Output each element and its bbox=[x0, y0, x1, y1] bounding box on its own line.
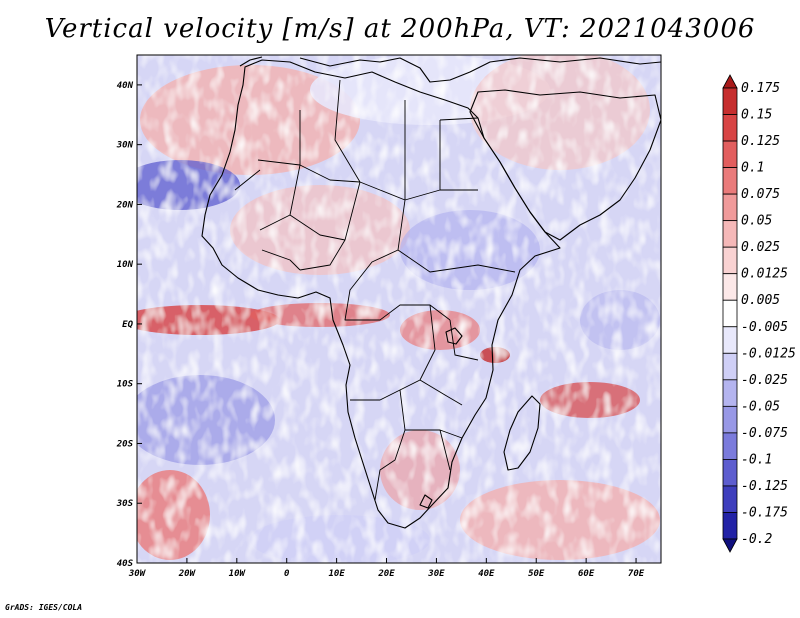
colorbar-top-arrow bbox=[722, 74, 738, 89]
colorbar-swatch bbox=[722, 273, 738, 301]
colorbar-swatch bbox=[722, 114, 738, 142]
plot-frame bbox=[136, 54, 662, 564]
colorbar-level-label: 0.025 bbox=[741, 240, 780, 255]
colorbar-level-label: 0.005 bbox=[741, 293, 780, 308]
colorbar-swatch bbox=[722, 485, 738, 513]
colorbar-level-label: -0.05 bbox=[741, 399, 780, 414]
y-tick-label: EQ bbox=[122, 320, 133, 330]
chart-title: Vertical velocity [m/s] at 200hPa, VT: 2… bbox=[44, 14, 756, 44]
x-tick-label: 60E bbox=[578, 569, 595, 579]
x-tick-label: 40E bbox=[478, 569, 495, 579]
colorbar-swatch bbox=[722, 87, 738, 115]
colorbar-swatch bbox=[722, 246, 738, 275]
colorbar-swatch bbox=[722, 405, 738, 434]
colorbar-bottom-arrow bbox=[722, 538, 738, 553]
colorbar-swatch bbox=[722, 512, 738, 540]
colorbar-swatch bbox=[722, 326, 738, 354]
x-tick-label: 20E bbox=[377, 569, 395, 579]
colorbar-level-label: -0.1 bbox=[741, 452, 772, 467]
y-tick-label: 20N bbox=[116, 200, 134, 210]
colorbar-level-label: -0.075 bbox=[741, 426, 788, 441]
x-tick-label: 70E bbox=[628, 569, 645, 579]
colorbar-level-label: -0.2 bbox=[741, 532, 772, 547]
lesotho-border bbox=[419, 494, 433, 509]
country-borders bbox=[234, 79, 516, 501]
colorbar-level-label: 0.0125 bbox=[741, 267, 788, 282]
colorbar-swatch bbox=[722, 193, 738, 222]
colorbar-level-label: 0.1 bbox=[741, 161, 764, 176]
x-tick-label: 30E bbox=[427, 569, 445, 579]
velocity-field bbox=[137, 55, 661, 563]
x-tick-label: 20W bbox=[178, 569, 197, 579]
plot-area bbox=[137, 55, 661, 563]
coastline-and-borders bbox=[201, 56, 661, 529]
colorbar-level-label: 0.175 bbox=[741, 81, 780, 96]
colorbar-level-label: 0.125 bbox=[741, 134, 780, 149]
y-tick-label: 40N bbox=[117, 81, 134, 91]
x-tick-label: 0 bbox=[284, 569, 290, 579]
x-tick-label: 30W bbox=[128, 569, 147, 579]
europe-coastline bbox=[239, 56, 661, 83]
colorbar-level-label: 0.15 bbox=[741, 108, 772, 123]
x-tick-label: 50E bbox=[528, 569, 545, 579]
arabia-coastline bbox=[469, 89, 661, 241]
colorbar-swatch bbox=[722, 140, 738, 168]
y-tick-label: 20S bbox=[116, 439, 134, 449]
colorbar-swatch bbox=[722, 379, 738, 407]
colorbar-level-label: -0.125 bbox=[741, 479, 788, 494]
madagascar-coastline bbox=[503, 395, 541, 471]
credit-text: GrADS: IGES/COLA bbox=[5, 603, 83, 612]
colorbar-swatch bbox=[722, 167, 738, 195]
colorbar-level-label: -0.005 bbox=[741, 320, 788, 335]
colorbar-swatch bbox=[722, 299, 738, 328]
y-tick-label: 10N bbox=[117, 260, 134, 270]
y-tick-label: 30N bbox=[116, 141, 134, 151]
colorbar-level-label: -0.175 bbox=[741, 505, 788, 520]
y-tick-label: 30S bbox=[116, 499, 134, 509]
colorbar-swatch bbox=[722, 459, 738, 487]
lake-victoria bbox=[445, 327, 463, 345]
x-tick-label: 10W bbox=[229, 569, 247, 579]
colorbar-swatch bbox=[722, 432, 738, 460]
y-tick-label: 40S bbox=[117, 559, 134, 569]
colorbar-swatch bbox=[722, 220, 738, 248]
colorbar-level-label: -0.025 bbox=[741, 373, 788, 388]
colorbar-level-label: 0.075 bbox=[741, 187, 780, 202]
colorbar-level-label: 0.05 bbox=[741, 214, 772, 229]
axis-ticks: 30W 20W 10W 0 10E 20E 30E 40E 50E 60E 70E 40N 30N 20N… bbox=[116, 81, 645, 579]
colorbar-swatch bbox=[722, 352, 738, 381]
colorbar-level-label: -0.0125 bbox=[741, 346, 796, 361]
x-tick-label: 10E bbox=[328, 569, 345, 579]
y-tick-label: 10S bbox=[117, 380, 134, 390]
africa-coastline bbox=[201, 59, 561, 529]
colorbar: 0.175 0.15 0.125 0.1 0.075 0.05 0.025 0.0125 0.0… bbox=[722, 74, 796, 553]
